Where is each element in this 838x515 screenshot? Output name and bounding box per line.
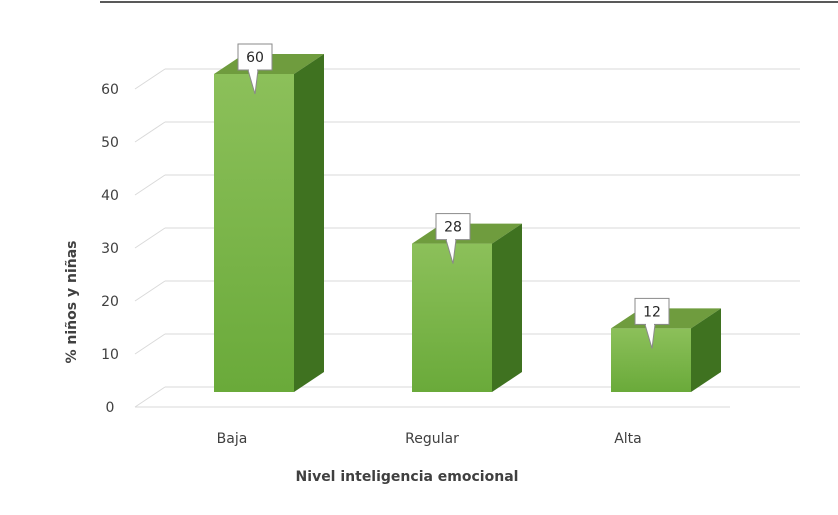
y-tick-label: 60 [101, 82, 119, 98]
bar-side [294, 54, 324, 392]
y-tick-label: 10 [101, 347, 119, 363]
bars: 60 28 12 [214, 43, 721, 392]
y-tick-labels: 0 10 20 30 40 50 60 [101, 82, 119, 416]
gridline-side [134, 227, 166, 249]
x-tick-label: Baja [217, 431, 248, 447]
x-tick-label: Regular [405, 431, 459, 447]
data-label-text: 28 [444, 220, 462, 236]
bar-front [412, 243, 492, 392]
data-label-text: 12 [643, 304, 661, 320]
y-tick-label: 30 [101, 241, 119, 257]
gridline-side [134, 280, 166, 302]
data-label-joint [447, 238, 455, 242]
x-axis-label: Nivel inteligencia emocional [296, 469, 519, 485]
data-label-joint [646, 323, 654, 327]
bar-front [214, 74, 294, 392]
data-label: 60 [237, 43, 273, 95]
bar-baja [214, 54, 324, 392]
data-label-text: 60 [246, 50, 264, 66]
y-tick-label: 20 [101, 294, 119, 310]
x-tick-labels: Baja Regular Alta [217, 431, 642, 447]
gridline-side [134, 333, 166, 355]
data-label-joint [249, 69, 257, 72]
bar-regular [412, 223, 522, 392]
data-label: 28 [435, 213, 471, 264]
gridline-side [134, 386, 166, 408]
y-tick-label: 50 [101, 135, 119, 151]
gridline-side [134, 68, 166, 90]
bar-side [691, 308, 721, 392]
y-tick-label: 40 [101, 188, 119, 204]
data-label: 12 [634, 297, 670, 349]
gridline-side [134, 121, 166, 143]
gridline-side [134, 174, 166, 196]
bar-side [492, 223, 522, 392]
y-axis-label: % niños y niñas [64, 241, 80, 364]
y-tick-label: 0 [106, 400, 115, 416]
x-tick-label: Alta [614, 431, 642, 447]
data-label-box [435, 213, 471, 241]
